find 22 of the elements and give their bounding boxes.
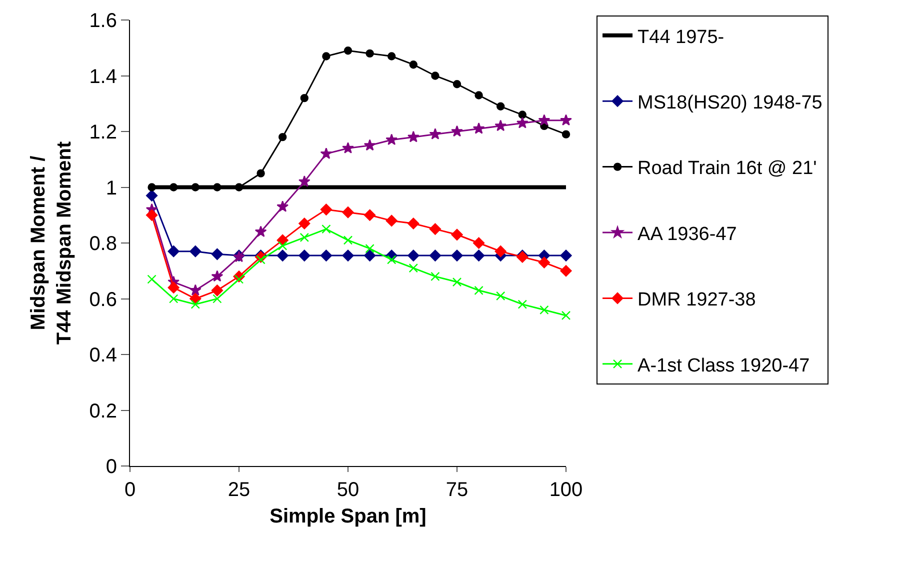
y-tick-label: 1.4	[89, 66, 117, 88]
x-tick-label: 25	[228, 479, 250, 501]
y-tick-label: 0.2	[89, 400, 117, 422]
y-tick-label: 0.6	[89, 288, 117, 311]
x-tick-label: 100	[549, 479, 583, 501]
y-tick-label: 0.8	[89, 233, 117, 255]
x-tick-label: 75	[446, 479, 468, 501]
legend-label: AA 1936-47	[638, 224, 737, 245]
y-tick-label: 0.4	[89, 344, 117, 366]
y-tick-label: 0	[106, 456, 117, 478]
y-tick-label: 1.2	[89, 122, 117, 144]
legend-label: DMR 1927-38	[638, 290, 756, 311]
x-tick-label: 50	[336, 479, 360, 501]
x-tick-label: 0	[124, 479, 136, 501]
legend-label: T44 1975-	[638, 26, 724, 48]
y-tick-label: 1.6	[89, 10, 117, 32]
legend-label: A-1st Class 1920-47	[638, 355, 810, 376]
x-axis-title: Simple Span [m]	[270, 506, 426, 528]
y-tick-label: 1	[106, 177, 117, 200]
legend-label: Road Train 16t @ 21'	[638, 158, 817, 180]
legend-label: MS18(HS20) 1948-75	[638, 92, 822, 114]
y-axis-title: Midspan Moment / T44 Midspan Moment	[28, 140, 76, 345]
